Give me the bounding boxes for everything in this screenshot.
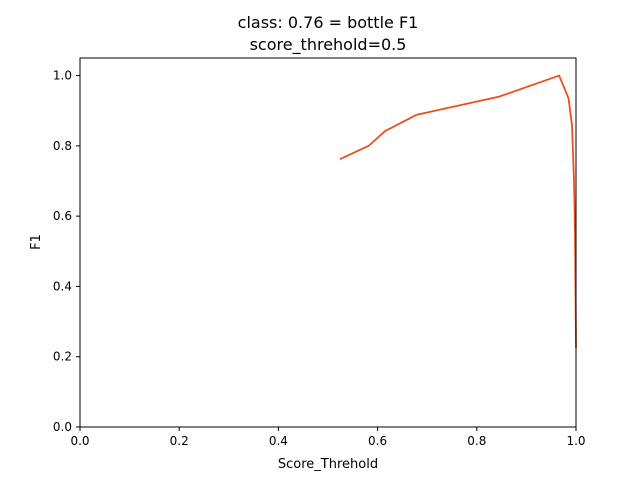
y-tick-label: 0.6 <box>53 209 72 223</box>
y-tick-label: 1.0 <box>53 69 72 83</box>
x-tick-label: 1.0 <box>566 434 585 448</box>
y-tick-label: 0.4 <box>53 279 72 293</box>
x-tick-label: 0.0 <box>70 434 89 448</box>
y-tick-label: 0.0 <box>53 420 72 434</box>
ticks-layer: 0.0 0.2 0.4 0.6 0.8 1.0 0.0 0.2 0.4 0.6 0.8 1.0 <box>53 69 586 448</box>
x-tick-label: 0.2 <box>170 434 189 448</box>
x-tick-label: 0.4 <box>269 434 288 448</box>
x-tick-label: 0.8 <box>467 434 486 448</box>
x-tick-label: 0.6 <box>368 434 387 448</box>
f1-series-line <box>339 74 577 348</box>
y-axis-label: F1 <box>29 234 44 250</box>
series-layer <box>339 74 577 348</box>
y-tick-label: 0.2 <box>53 350 72 364</box>
y-tick-label: 0.8 <box>53 139 72 153</box>
plot-frame <box>79 57 577 428</box>
x-axis-label: Score_Threhold <box>278 457 378 472</box>
chart-title-line2: score_threhold=0.5 <box>250 35 407 55</box>
chart-title-line1: class: 0.76 = bottle F1 <box>238 13 419 32</box>
